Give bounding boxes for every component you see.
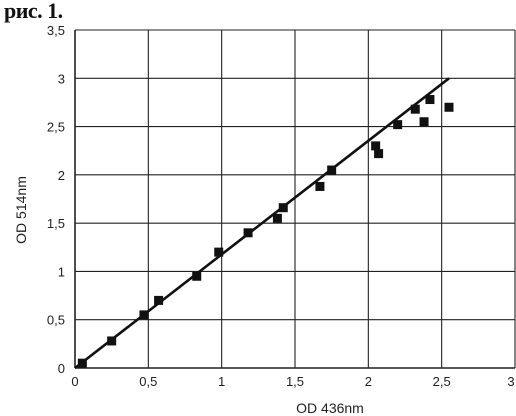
data-point [192,271,202,281]
data-point [77,358,87,368]
data-point [107,336,117,346]
data-point [393,120,403,130]
data-point [371,141,381,151]
regression-line [74,77,450,370]
data-point [419,117,429,127]
y-tick-label: 0 [58,361,65,376]
x-tick-label: 0 [71,374,78,389]
y-tick-labels: 0 0,5 1 1,5 2 2,5 3 3,5 [47,23,65,376]
y-axis-title: OD 514nm [13,176,29,244]
data-point [154,295,164,305]
y-tick-label: 2,5 [47,120,65,135]
data-point [278,203,288,213]
x-tick-label: 2 [365,374,372,389]
data-point [139,310,149,320]
x-axis-title: OD 436nm [296,400,364,416]
data-point [315,181,325,191]
y-tick-label: 3,5 [47,23,65,38]
data-point [272,213,282,223]
fit-line [74,77,450,370]
data-point [444,102,454,112]
y-tick-label: 0,5 [47,313,65,328]
x-tick-label: 3 [507,374,514,389]
data-points [77,95,454,368]
y-tick-label: 1,5 [47,216,65,231]
data-point [374,149,384,159]
x-tick-label: 1,5 [286,374,304,389]
x-tick-label: 0,5 [139,374,157,389]
data-point [327,165,337,175]
x-tick-label: 1 [218,374,225,389]
data-point [425,95,435,105]
x-tick-labels: 0 0,5 1 1,5 2 2,5 3 [71,374,514,389]
figure-label: рис. 1. [4,0,63,23]
y-tick-label: 2 [58,168,65,183]
y-tick-label: 3 [58,71,65,86]
x-tick-label: 2,5 [433,374,451,389]
data-point [214,247,224,257]
data-point [243,228,253,238]
data-point [410,104,420,114]
y-tick-label: 1 [58,264,65,279]
